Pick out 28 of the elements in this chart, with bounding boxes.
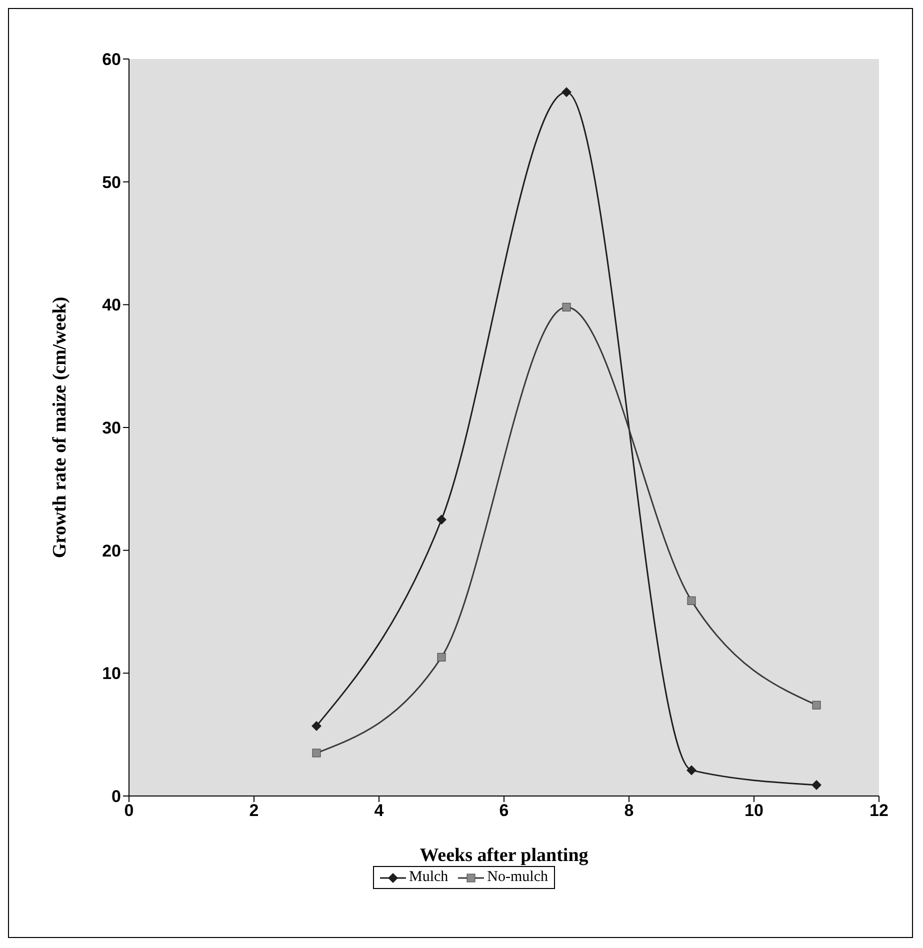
point	[436, 514, 446, 525]
y-tick-label: 0	[112, 787, 121, 806]
x-tick-label: 4	[374, 801, 384, 820]
x-tick-label: 2	[249, 801, 259, 820]
point	[312, 720, 322, 731]
legend-label: No-mulch	[486, 869, 548, 886]
x-tick-label: 10	[744, 801, 764, 820]
point	[562, 87, 572, 98]
y-tick-label: 20	[102, 541, 121, 560]
point	[562, 302, 571, 312]
point	[312, 748, 321, 758]
y-tick-label: 60	[102, 50, 121, 70]
y-tick-label: 40	[102, 296, 121, 315]
point	[812, 700, 821, 710]
point	[687, 596, 696, 605]
point	[812, 780, 822, 790]
y-axis-title: Growth rate of maize (cm/week)	[50, 296, 71, 558]
y-tick-label: 50	[102, 172, 121, 192]
legend-label: Mulch	[408, 869, 448, 886]
x-tick-label: 6	[499, 801, 509, 820]
x-tick-label: 0	[124, 801, 134, 820]
point	[686, 765, 696, 776]
y-tick-label: 10	[102, 664, 121, 684]
y-tick-label: 30	[102, 418, 121, 438]
x-tick-label: 8	[624, 801, 634, 820]
x-axis-title: Weeks after planting	[420, 845, 589, 866]
x-tick-label: 12	[870, 801, 888, 820]
point	[437, 652, 446, 662]
